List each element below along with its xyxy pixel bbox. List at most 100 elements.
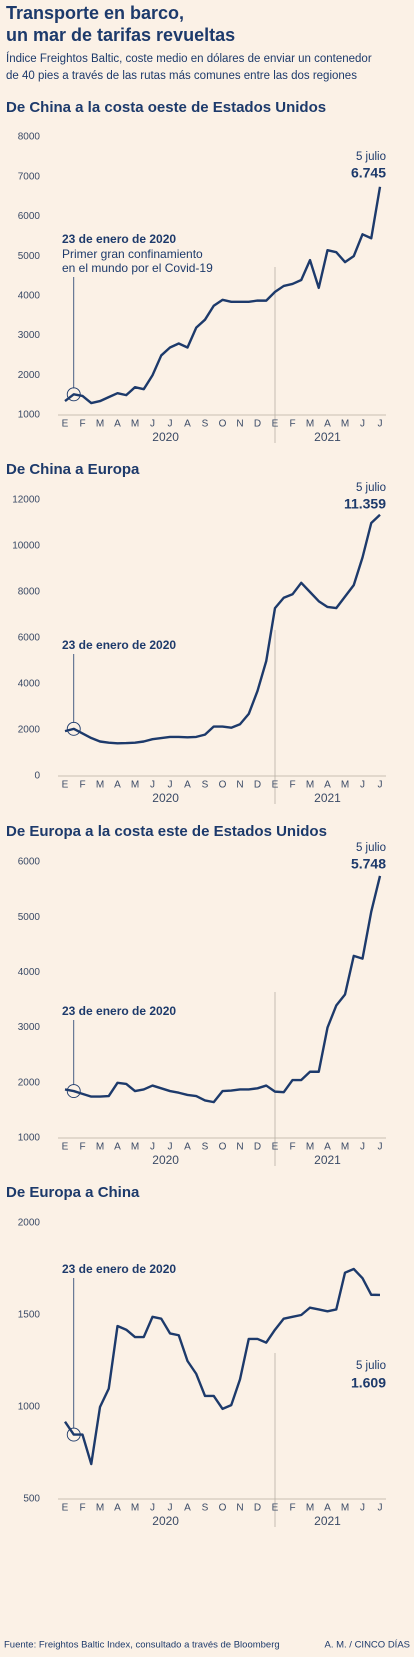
value-label: 5.748 [351,856,386,872]
x-tick-label: A [184,419,191,430]
annotation-title: 23 de enero de 2020 [62,638,176,652]
x-tick-label: M [96,1503,104,1514]
x-tick-label: A [324,1503,331,1514]
x-tick-label: M [341,1142,349,1153]
year-label: 2021 [314,791,341,805]
x-tick-label: F [79,780,85,791]
x-tick-label: E [62,780,69,791]
y-tick-label: 7000 [18,171,41,182]
subtitle-line: Índice Freightos Baltic, coste medio en … [6,52,372,65]
x-tick-label: M [131,419,139,430]
data-line [64,513,381,745]
y-tick-label: 2000 [18,1077,41,1088]
y-tick-label: 8000 [18,132,41,143]
annotation-title: 23 de enero de 2020 [62,1004,176,1018]
end-annotation: 5 julio [356,151,386,163]
year-label: 2021 [314,1153,341,1167]
y-tick-label: 3000 [18,1022,41,1033]
chart-title: De China a Europa [6,461,140,478]
x-tick-label: M [306,1503,314,1514]
x-tick-label: M [131,780,139,791]
year-label: 2020 [152,430,179,444]
value-label: 6.745 [351,165,386,181]
y-tick-label: 8000 [18,587,41,598]
x-tick-label: M [131,1503,139,1514]
chart-title: De Europa a la costa este de Estados Uni… [6,823,327,840]
x-tick-label: O [219,419,227,430]
y-tick-label: 2000 [18,370,41,381]
x-tick-label: J [150,1142,155,1153]
x-tick-label: M [131,1142,139,1153]
x-tick-label: M [306,780,314,791]
x-tick-label: F [79,1503,85,1514]
year-label: 2021 [314,1514,341,1528]
x-tick-label: N [236,780,243,791]
x-tick-label: J [360,780,365,791]
annotation-title: 23 de enero de 2020 [62,232,176,246]
x-tick-label: M [306,419,314,430]
x-tick-label: J [150,419,155,430]
annotation-circle [66,1084,81,1099]
title-line: un mar de tarifas revueltas [6,25,235,45]
y-tick-label: 3000 [18,330,41,341]
year-label: 2021 [314,430,341,444]
x-tick-label: O [219,1142,227,1153]
year-label: 2020 [152,1514,179,1528]
x-tick-label: J [168,1503,173,1514]
x-tick-label: A [114,780,121,791]
x-tick-label: M [96,1142,104,1153]
x-tick-label: N [236,1142,243,1153]
x-tick-label: F [289,780,295,791]
x-tick-label: A [324,419,331,430]
data-line [64,186,382,405]
y-tick-label: 5000 [18,251,41,262]
year-label: 2020 [152,791,179,805]
x-tick-label: D [254,1142,261,1153]
end-annotation: 5 julio [356,1360,386,1372]
annotation-circle [66,721,81,736]
value-label: 1.609 [351,1375,386,1391]
data-line [64,1267,381,1466]
y-tick-label: 1500 [18,1310,41,1321]
x-tick-label: M [341,1503,349,1514]
end-annotation: 5 julio [356,482,386,494]
y-tick-label: 10000 [12,541,40,552]
y-tick-label: 500 [23,1494,40,1505]
x-tick-label: J [378,780,383,791]
y-tick-label: 1000 [18,410,41,421]
x-tick-label: M [96,780,104,791]
value-label: 11.359 [344,496,386,512]
x-tick-label: O [219,780,227,791]
y-tick-label: 1000 [18,1402,41,1413]
x-tick-label: E [272,780,279,791]
x-tick-label: E [272,1142,279,1153]
x-tick-label: A [324,780,331,791]
source: Fuente: Freightos Baltic Index, consulta… [4,1640,280,1651]
x-tick-label: A [324,1142,331,1153]
x-tick-label: A [114,419,121,430]
x-tick-label: J [360,1503,365,1514]
annotation-circle [66,1427,81,1442]
x-tick-label: J [168,780,173,791]
subtitle-line: de 40 pies a través de las rutas más com… [6,70,357,82]
x-tick-label: A [184,1142,191,1153]
x-tick-label: E [272,419,279,430]
y-tick-label: 4000 [18,290,41,301]
x-tick-label: F [289,1503,295,1514]
x-tick-label: J [378,1503,383,1514]
x-tick-label: J [360,1142,365,1153]
y-tick-label: 4000 [18,967,41,978]
annotation-title: 23 de enero de 2020 [62,1262,176,1276]
y-tick-label: 12000 [12,495,40,506]
y-tick-label: 2000 [18,1218,41,1229]
x-tick-label: D [254,780,261,791]
x-tick-label: E [62,1503,69,1514]
x-tick-label: F [289,419,295,430]
x-tick-label: J [150,1503,155,1514]
title-line: Transporte en barco, [6,3,184,23]
y-tick-label: 6000 [18,633,41,644]
x-tick-label: F [79,1142,85,1153]
x-tick-label: D [254,1503,261,1514]
x-tick-label: N [236,1503,243,1514]
